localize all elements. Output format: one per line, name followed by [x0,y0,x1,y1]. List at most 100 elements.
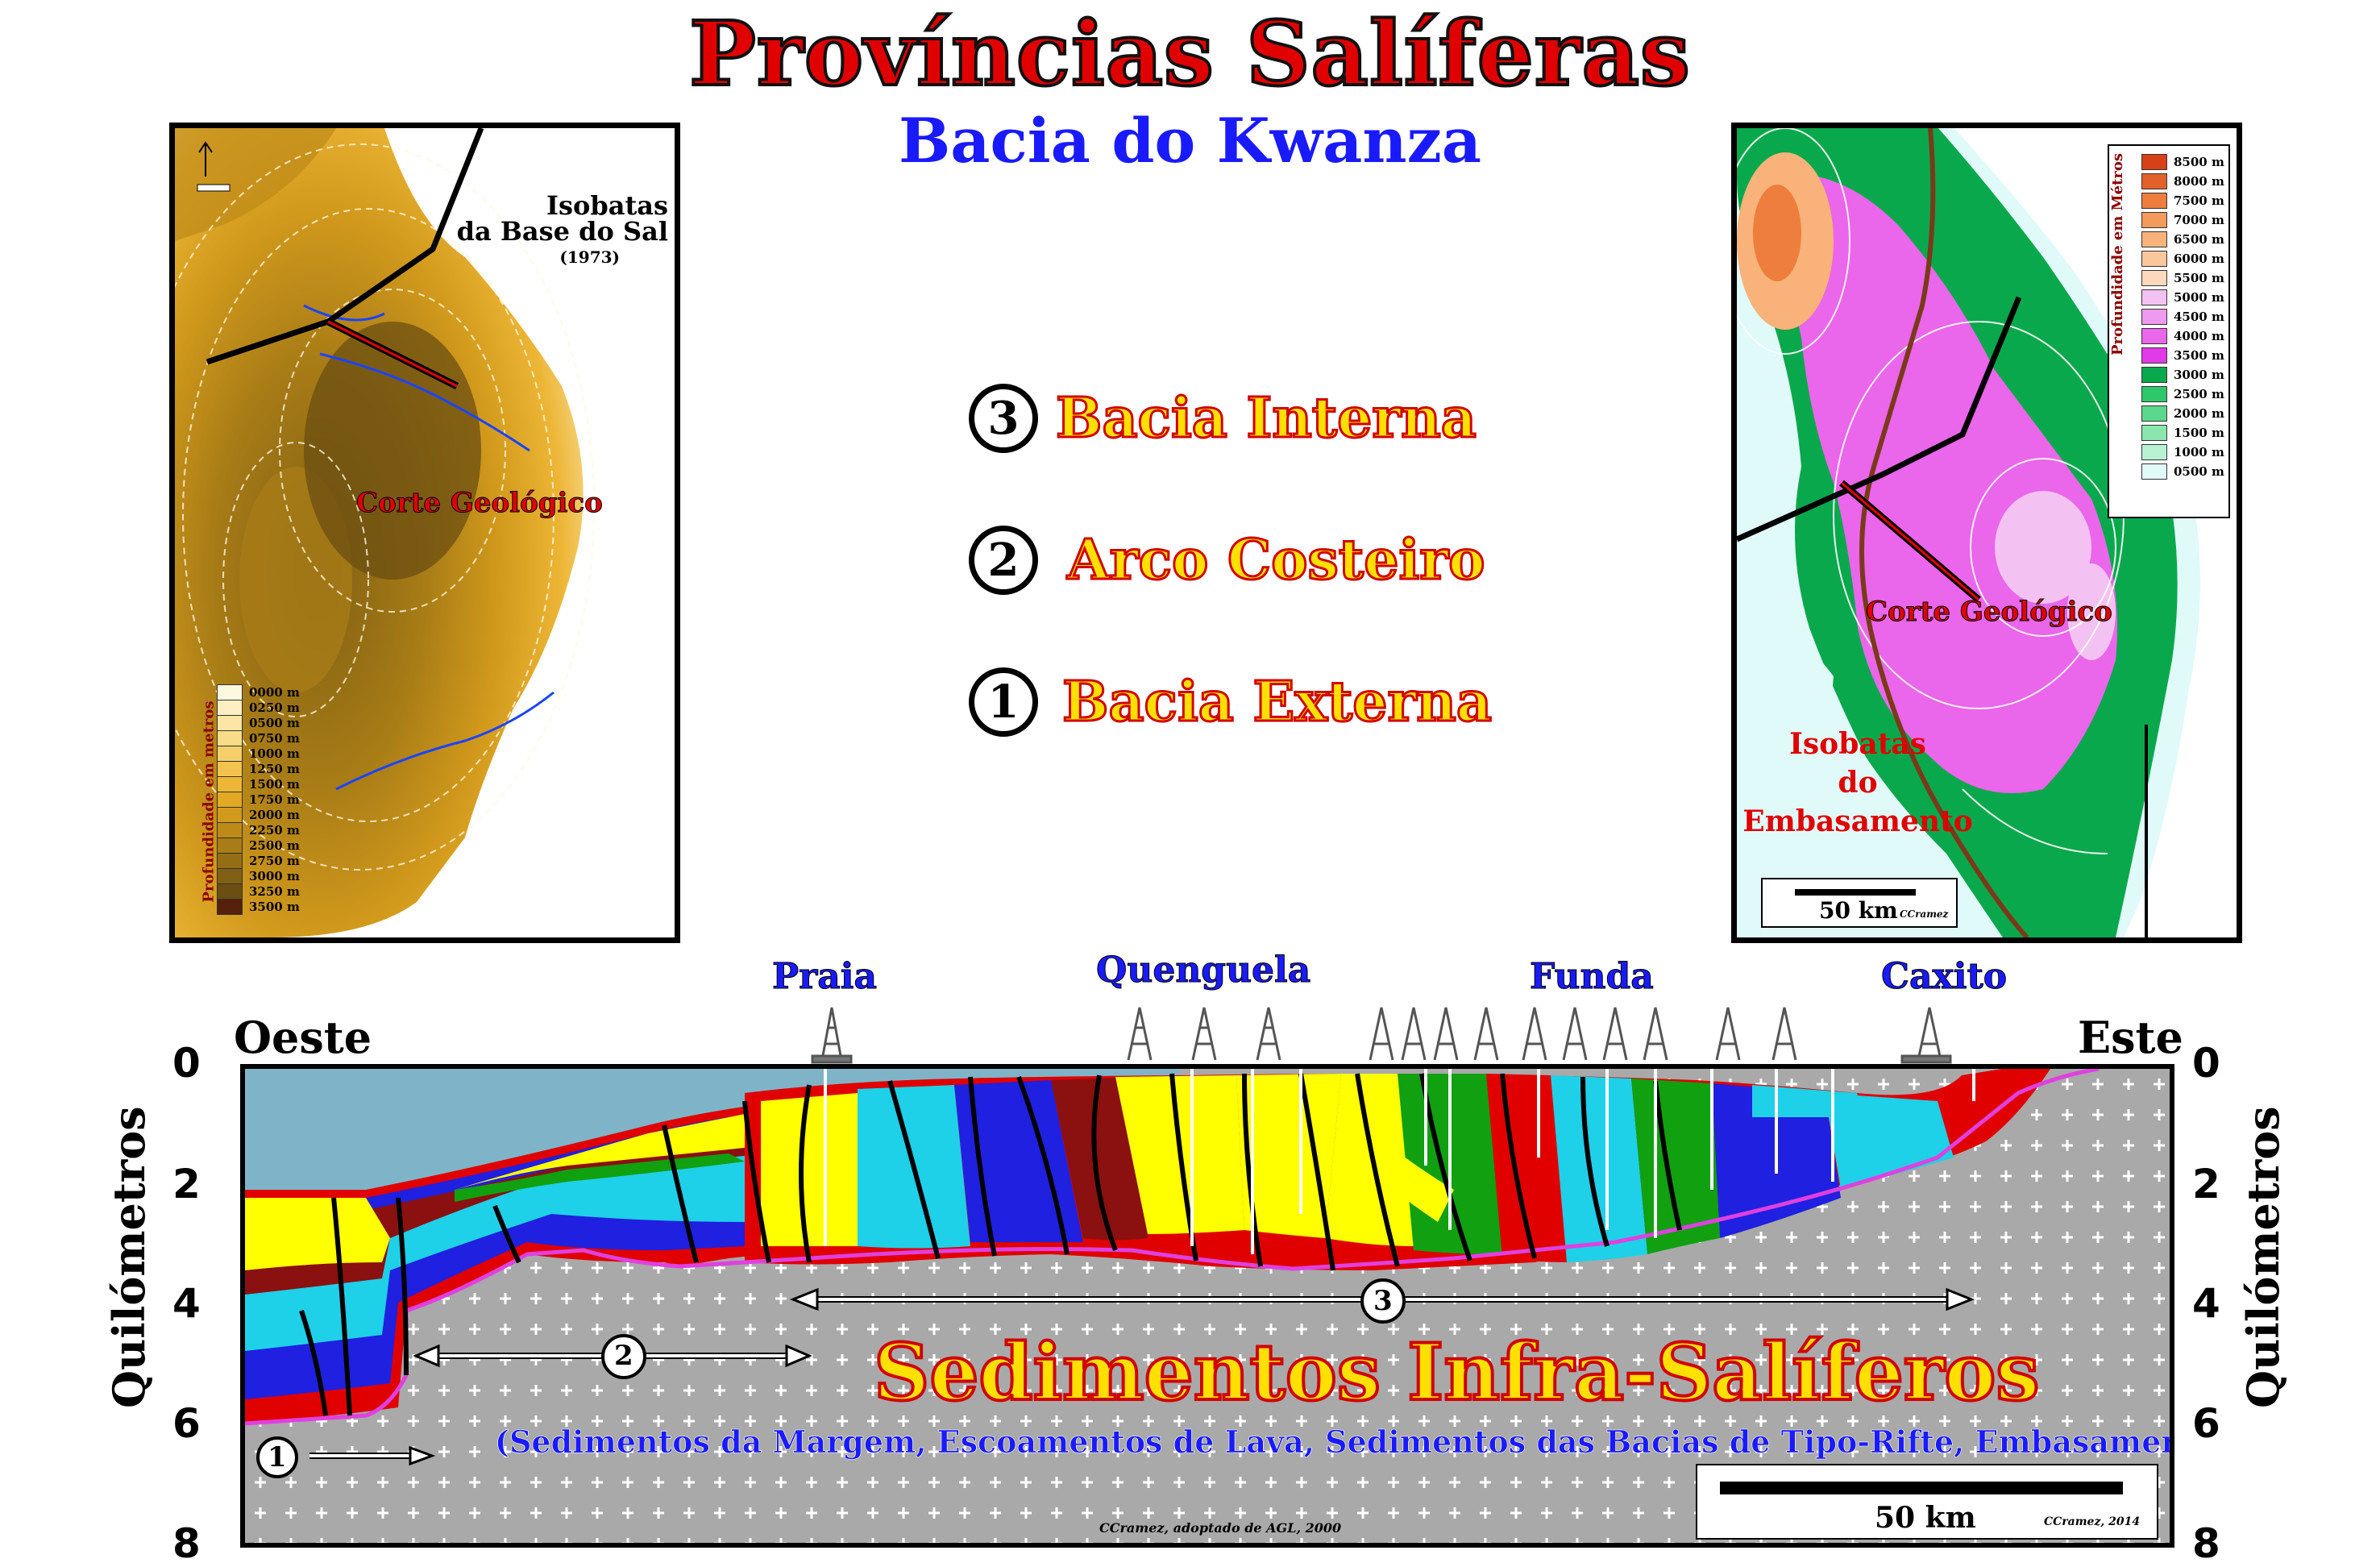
right-map-legend-item: 4000 m [2141,326,2228,346]
right-map-legend-label: 5000 m [2174,290,2224,305]
right-map-legend-swatch [2141,289,2167,306]
page-subtitle: Bacia do Kwanza [898,105,1481,177]
arrow-label-3: 3 [1373,1285,1393,1317]
right-map-legend-swatch [2141,386,2167,402]
derrick-quenguela-3 [1256,1007,1281,1061]
left-map-caption-line1: Isobatas [546,190,668,221]
right-map-legend-swatch [2141,328,2167,344]
left-tick-8: 8 [172,1520,201,1567]
left-map-legend-swatch [217,775,243,792]
right-map-credit: CCramez [1900,908,1949,920]
left-map-legend-swatch [217,867,243,884]
well-derricks [811,1007,1952,1064]
right-tick-0: 0 [2192,1040,2220,1087]
well-label-quenguela: Quenguela [1095,950,1311,991]
right-tick-2: 2 [2192,1161,2220,1207]
derrick-funda-10 [1772,1007,1797,1061]
left-map-legend-item: 2750 m [217,852,322,869]
right-map-caption: Isobatas do Embasamento [1737,725,1979,841]
well-label-funda: Funda [1530,956,1655,998]
right-map-legend-item: 6000 m [2141,249,2228,268]
well-label-caxito: Caxito [1880,956,2008,998]
right-map-legend-label: 2000 m [2174,406,2224,421]
derrick-praia [811,1007,853,1064]
derrick-funda-7 [1602,1007,1628,1061]
right-map-legend-label: 1000 m [2174,445,2224,459]
left-map-legend-swatch [217,806,243,823]
left-map-legend-title: Profundidade em metros [200,700,218,903]
right-map-legend-item: 7500 m [2141,191,2228,210]
right-map-legend-item: 2500 m [2141,384,2228,404]
zone-label-2: Arco Costeiro [1065,527,1485,594]
derrick-caxito [1900,1007,1952,1064]
section-west-label: Oeste [234,1012,372,1063]
right-map-legend-swatch [2141,309,2167,325]
right-map-legend-label: 6500 m [2174,232,2224,247]
zone-row-1: 1 Bacia Externa [969,667,1493,737]
left-map-caption-line2: da Base do Sal [456,216,668,247]
right-map-legend-item: 0500 m [2141,462,2228,481]
right-map-legend-item: 5500 m [2141,268,2228,288]
right-map-scale-box: 50 km CCramez [1761,878,1958,928]
left-map-legend: Profundidade em metros 0000 m 0250 m 0500 … [193,684,322,915]
left-map-legend-label: 3500 m [249,899,300,914]
right-map-legend-label: 1500 m [2174,426,2224,440]
left-map-legend-item: 3250 m [217,883,322,900]
left-map-legend-swatch [217,760,243,777]
section-credit-right: CCramez, 2014 [2044,1515,2141,1528]
right-map-legend-label: 2500 m [2174,387,2224,401]
right-map-legend-item: 3500 m [2141,346,2228,365]
left-map-legend-label: 0250 m [249,700,300,715]
right-map-legend-title: Profundidade em Métros [2109,153,2126,355]
right-map-legend-item: 5000 m [2141,288,2228,307]
right-map-isobaths [1737,128,2200,937]
left-map-legend-label: 0000 m [249,684,300,700]
zone-label-3: Bacia Interna [1055,385,1478,452]
right-map-legend-label: 8500 m [2174,155,2224,169]
right-map-legend-label: 8000 m [2174,174,2224,189]
right-map-legend-item: 1500 m [2141,423,2228,443]
arrow-number-circles [256,1278,1406,1478]
right-map-legend-list: 8500 m 8000 m 7500 m 7000 m 6500 m 6000 m 5500… [2117,152,2228,481]
left-map-legend-label: 2750 m [249,853,300,868]
left-tick-6: 6 [172,1400,201,1447]
arrow-label-2: 2 [614,1340,633,1372]
left-map-legend-item: 0250 m [217,699,322,716]
zone-label-1: Bacia Externa [1061,669,1493,736]
zone-number-3: 3 [969,384,1038,453]
right-map-legend-label: 3500 m [2174,348,2224,363]
left-map-legend-item: 0750 m [217,729,322,746]
right-tick-8: 8 [2192,1520,2220,1567]
derrick-quenguela-1 [1127,1007,1153,1061]
left-tick-4: 4 [172,1280,201,1327]
right-tick-4: 4 [2192,1280,2220,1327]
left-map-panel: Isobatas da Base do Sal (1973) Corte Geo… [169,123,680,943]
right-map-legend-swatch [2141,193,2167,209]
left-map-legend-item: 2500 m [217,837,322,854]
right-map-legend-swatch [2141,231,2167,247]
left-map-legend-swatch [217,837,243,854]
right-map-legend-label: 0500 m [2174,464,2224,479]
left-map-legend-swatch [217,684,243,700]
right-map-legend-label: 6000 m [2174,251,2224,266]
left-map-legend-swatch [217,745,243,762]
right-map-legend-swatch [2141,212,2167,228]
right-map-legend-item: 3000 m [2141,365,2228,384]
right-map-section-label: Corte Geológico [1866,596,2113,629]
right-map-legend-swatch [2141,270,2167,286]
right-map-legend-label: 7500 m [2174,193,2224,208]
left-map-legend-swatch [217,883,243,900]
right-map-legend: 8500 m 8000 m 7500 m 7000 m 6500 m 6000 m 5500… [2108,144,2230,518]
right-map-legend-swatch [2141,154,2167,170]
right-map-legend-label: 4000 m [2174,329,2224,343]
right-map-scale-text: 50 km [1819,897,1898,924]
left-map-legend-item: 0500 m [217,714,322,731]
right-map-legend-item: 2000 m [2141,404,2228,423]
right-map-legend-label: 7000 m [2174,213,2224,227]
left-map-legend-item: 1000 m [217,745,322,762]
right-map-legend-swatch [2141,251,2167,267]
left-map-legend-label: 2000 m [249,807,300,822]
page-title: Províncias Salíferas [687,0,1692,107]
right-map-legend-item: 4500 m [2141,307,2228,326]
right-map-legend-label: 3000 m [2174,368,2224,382]
